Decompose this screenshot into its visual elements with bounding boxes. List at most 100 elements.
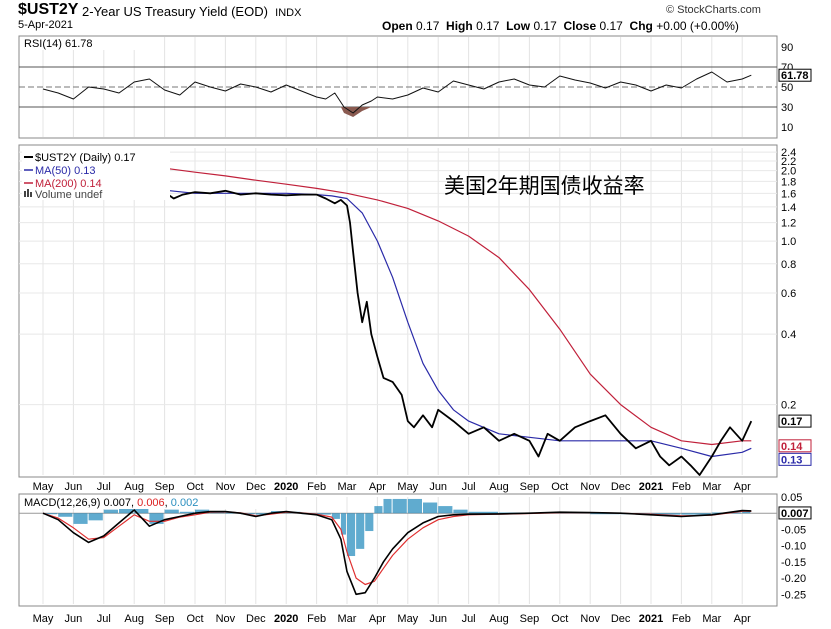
macd-last-value-box [778, 506, 812, 520]
macd-hist-bar-21 [347, 513, 356, 557]
price-tick-5: 1.2 [781, 218, 796, 230]
price-month-axis: May Jun Jul Aug Sep Oct Nov Dec 2020 Feb Mar Apr May… [33, 481, 751, 493]
macd-hist-bar-14 [255, 513, 270, 515]
month-label-17: Oct [551, 613, 568, 625]
low-label: Low [506, 19, 531, 33]
month-label-16: Sep [520, 613, 540, 625]
macd-panel: 0.05 -0.05 -0.10 -0.15 -0.20 -0.25 0.007 MACD… [18, 492, 812, 625]
month-label-9: Feb [307, 481, 326, 493]
price-panel: 0.2 0.4 0.6 0.8 1.0 1.2 1.4 1.61.82.02.22.4 0.1… [18, 144, 812, 493]
close-value: 0.17 [599, 19, 623, 33]
macd-hist-bar-27 [407, 498, 422, 514]
macd-hist-bar-10 [195, 509, 210, 514]
open-value: 0.17 [416, 19, 440, 33]
month-label-3: Aug [124, 613, 144, 625]
symbol: $UST2Y [18, 1, 79, 18]
month-label-12: May [397, 481, 418, 493]
macd-tick-6: -0.25 [781, 589, 806, 601]
macd-legend-signal: 0.006 [137, 497, 165, 509]
price-last-value-box [778, 414, 812, 428]
month-label-4: Sep [155, 481, 175, 493]
month-label-3: Aug [124, 481, 144, 493]
rsi-grid [19, 37, 777, 137]
macd-lines: 0.007 [42, 506, 812, 596]
month-label-8: 2020 [274, 481, 298, 493]
month-label-6: Nov [216, 613, 236, 625]
macd-last-value: 0.007 [778, 506, 812, 520]
month-label-10: Mar [338, 481, 357, 493]
price-tick-8: 1.8 [781, 176, 796, 188]
price-tick-11: 2.4 [781, 147, 796, 159]
month-label-21: Feb [672, 613, 691, 625]
price-tick-2: 0.6 [781, 288, 796, 300]
macd-legend-hist: 0.002 [171, 497, 199, 509]
watermark: © StockCharts.com [666, 4, 761, 16]
chart-header: $UST2Y 2-Year US Treasury Yield (EOD) IN… [0, 0, 831, 34]
legend-ma200: MA(200) 0.14 [35, 178, 102, 190]
month-label-20: 2021 [639, 481, 663, 493]
open-label: Open [382, 19, 413, 33]
chg-label: Chg [629, 19, 653, 33]
price-tick-9: 2.0 [781, 166, 796, 178]
price-tick-3: 0.8 [781, 259, 796, 271]
macd-hist-bar-4 [103, 509, 118, 514]
month-label-2: Jul [97, 613, 111, 625]
month-label-5: Oct [186, 481, 203, 493]
macd-hist-bar-35 [590, 513, 620, 515]
month-label-4: Sep [155, 613, 175, 625]
low-value: 0.17 [533, 19, 557, 33]
month-label-11: Apr [369, 613, 386, 625]
rsi-lines: 61.78 [42, 68, 812, 117]
month-label-15: Aug [489, 481, 509, 493]
ma200-last-value: 0.14 [778, 439, 812, 453]
month-label-12: May [397, 613, 418, 625]
month-label-1: Jun [65, 481, 83, 493]
month-label-15: Aug [489, 613, 509, 625]
macd-tick-3: -0.10 [781, 541, 806, 553]
name-text: 2-Year US Treasury Yield (EOD) [82, 4, 268, 19]
rsi-legend-bg [22, 37, 142, 50]
high-label: High [446, 19, 473, 33]
price-tick-6: 1.4 [781, 202, 796, 214]
legend-swatch-volume-c [30, 192, 32, 197]
macd-hist-bar-29 [438, 506, 453, 514]
month-label-17: Oct [551, 481, 568, 493]
macd-hist-bar-5 [119, 506, 134, 514]
macd-hist-bar-1 [58, 513, 73, 517]
price-last-value-text: 0.17 [781, 416, 802, 428]
price-tick-7: 1.6 [781, 188, 796, 200]
ma200-last-value-box [778, 439, 812, 453]
macd-month-axis: May Jun Jul Aug Sep Oct Nov Dec 2020 Feb Mar Apr May… [33, 613, 751, 625]
legend-price: $UST2Y (Daily) 0.17 [35, 152, 136, 164]
month-label-1: Jun [65, 613, 83, 625]
rsi-tick-2: 50 [781, 82, 793, 94]
chart-annotation: 美国2年期国债收益率 [444, 175, 645, 198]
month-label-5: Oct [186, 613, 203, 625]
macd-legend-prefix: MACD(12,26,9) [24, 497, 100, 509]
month-label-13: Jun [429, 481, 447, 493]
month-label-22: Mar [702, 481, 721, 493]
month-label-23: Apr [734, 613, 751, 625]
macd-tick-4: -0.15 [781, 557, 806, 569]
macd-hist-bar-31 [468, 511, 498, 514]
price-legend-bg [22, 148, 170, 200]
month-label-7: Dec [246, 481, 266, 493]
date: 5-Apr-2021 [18, 19, 74, 31]
rsi-line [42, 71, 752, 114]
macd-hist-bar-7 [149, 513, 164, 524]
rsi-tick-0: 10 [781, 122, 793, 134]
price-axis: 0.2 0.4 0.6 0.8 1.0 1.2 1.4 1.61.82.02.22.4 [781, 147, 796, 411]
legend-swatch-volume-a [24, 191, 26, 197]
month-label-19: Dec [611, 613, 631, 625]
ma50-last-value-box [778, 452, 812, 466]
macd-tick-0: 0.05 [781, 492, 802, 504]
month-label-8: 2020 [274, 613, 298, 625]
month-label-0: May [33, 613, 54, 625]
ma50-last-value-text: 0.13 [781, 454, 802, 466]
macd-hist-bar-20 [340, 513, 346, 535]
rsi-last-value: 61.78 [778, 68, 812, 82]
month-label-14: Jul [462, 613, 476, 625]
